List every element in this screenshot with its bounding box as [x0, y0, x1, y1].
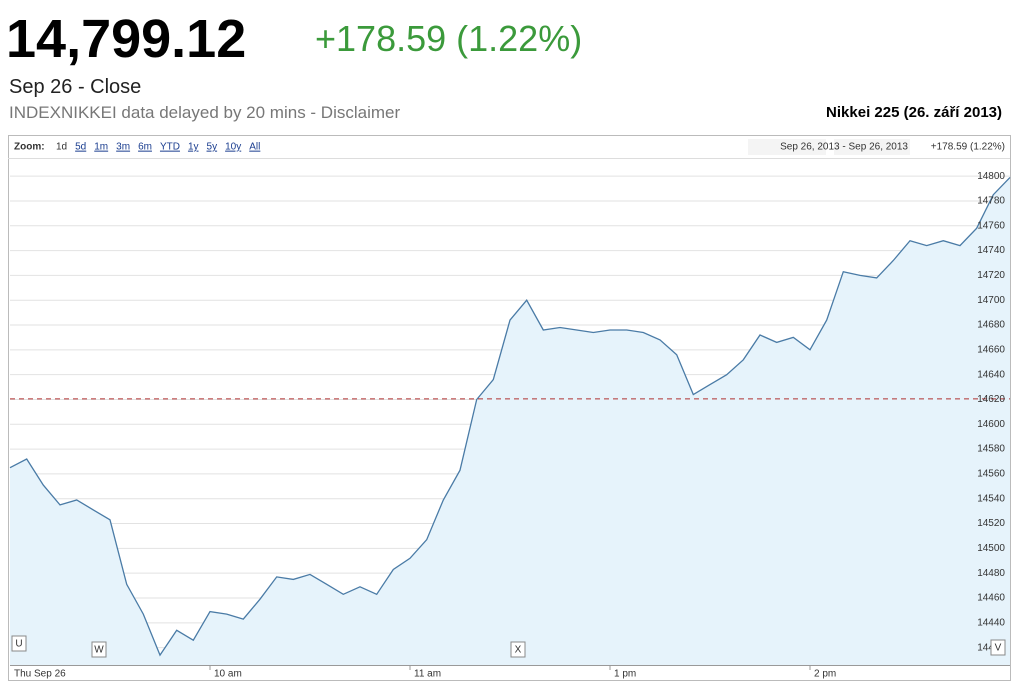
- event-flag-label: U: [15, 639, 22, 650]
- y-tick-label: 14760: [977, 220, 1005, 231]
- y-tick-label: 14540: [977, 493, 1005, 504]
- x-tick-label: 11 am: [414, 669, 441, 680]
- event-flag[interactable]: [11, 635, 27, 652]
- event-flag-label: W: [94, 645, 104, 656]
- change: +178.59 (1.22%): [315, 18, 583, 59]
- y-tick-label: 14720: [977, 270, 1005, 281]
- event-flag-label: X: [515, 645, 522, 656]
- y-tick-label: 14440: [977, 617, 1005, 628]
- y-tick-label: 14460: [977, 593, 1005, 604]
- y-tick-label: 14580: [977, 444, 1005, 455]
- plot: 1442014440144601448014500145201454014560…: [9, 171, 1011, 680]
- y-tick-label: 14740: [977, 245, 1005, 256]
- y-tick-label: 14500: [977, 543, 1005, 554]
- zoom-label: Zoom:: [14, 142, 45, 153]
- x-tick-label: Thu Sep 26: [14, 669, 66, 680]
- zoom-option[interactable]: YTD: [160, 142, 180, 153]
- y-tick-label: 14620: [977, 394, 1005, 405]
- y-tick-label: 14800: [977, 171, 1005, 182]
- chart-name: Nikkei 225 (26. září 2013): [826, 104, 1002, 121]
- range-box: [834, 139, 910, 155]
- event-flag[interactable]: [91, 641, 107, 658]
- x-tick-label: 1 pm: [614, 669, 636, 680]
- zoom-option[interactable]: 1y: [188, 142, 199, 153]
- event-flag[interactable]: [510, 641, 526, 658]
- y-tick-label: 14520: [977, 518, 1005, 529]
- area: [10, 177, 1010, 665]
- range-change: +178.59 (1.22%): [931, 142, 1005, 153]
- y-tick-label: 14680: [977, 320, 1005, 331]
- date-range: Sep 26, 2013 - Sep 26, 2013: [780, 142, 908, 153]
- zoom-option[interactable]: 6m: [138, 142, 152, 153]
- y-tick-label: 14780: [977, 196, 1005, 207]
- y-tick-label: 14640: [977, 369, 1005, 380]
- range-box: [748, 139, 826, 155]
- zoom-option[interactable]: All: [249, 142, 260, 153]
- price: 14,799.12: [6, 9, 247, 69]
- event-flag[interactable]: [990, 639, 1006, 656]
- event-flag-label: V: [995, 643, 1002, 654]
- price-line: [9, 176, 1011, 657]
- y-tick-label: 14560: [977, 469, 1005, 480]
- y-tick-label: 14600: [977, 419, 1005, 430]
- status: Sep 26 - Close: [9, 76, 142, 98]
- notice[interactable]: INDEXNIKKEI data delayed by 20 mins - Di…: [9, 103, 401, 122]
- zoom-option[interactable]: 1m: [94, 142, 108, 153]
- zoom-option[interactable]: 5y: [207, 142, 218, 153]
- zoom-option[interactable]: 3m: [116, 142, 130, 153]
- y-tick-label: 14660: [977, 344, 1005, 355]
- zoom-option[interactable]: 5d: [75, 142, 86, 153]
- zoom-option[interactable]: 10y: [225, 142, 241, 153]
- zoom-option[interactable]: 1d: [56, 142, 67, 153]
- y-tick-label: 14700: [977, 295, 1005, 306]
- x-tick-label: 2 pm: [814, 669, 836, 680]
- x-tick-label: 10 am: [214, 669, 242, 680]
- y-tick-label: 14480: [977, 568, 1005, 579]
